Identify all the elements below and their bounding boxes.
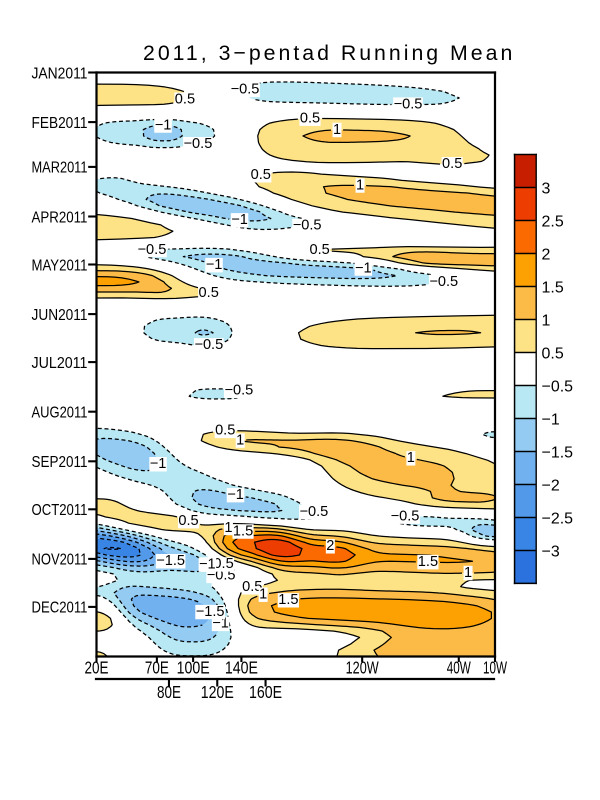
svg-text:1: 1: [236, 432, 244, 448]
svg-text:40W: 40W: [447, 658, 471, 678]
svg-text:0.5: 0.5: [300, 110, 320, 126]
svg-text:APR2011: APR2011: [32, 209, 88, 226]
svg-text:10W: 10W: [483, 658, 507, 678]
svg-text:−1: −1: [155, 117, 172, 133]
svg-text:−0.5: −0.5: [138, 242, 167, 258]
svg-text:−1.5: −1.5: [196, 604, 225, 620]
svg-text:1: 1: [407, 450, 415, 466]
svg-text:0.5: 0.5: [442, 156, 462, 172]
svg-text:0.5: 0.5: [215, 423, 235, 439]
svg-text:−1: −1: [227, 487, 244, 503]
svg-text:1.5: 1.5: [233, 523, 253, 539]
svg-text:3: 3: [542, 180, 551, 197]
svg-text:DEC2011: DEC2011: [32, 600, 88, 617]
svg-text:120E: 120E: [201, 682, 234, 702]
svg-text:−2.5: −2.5: [542, 510, 574, 527]
svg-text:0.5: 0.5: [309, 242, 329, 258]
svg-text:−0.5: −0.5: [394, 96, 423, 112]
svg-text:−1: −1: [199, 556, 216, 572]
svg-text:−1: −1: [542, 411, 560, 428]
svg-text:−0.5: −0.5: [194, 337, 223, 353]
svg-text:2: 2: [542, 246, 551, 263]
svg-text:0.5: 0.5: [242, 579, 262, 595]
svg-text:−0.5: −0.5: [542, 378, 574, 395]
svg-text:0.5: 0.5: [178, 513, 198, 529]
svg-text:−0.5: −0.5: [391, 508, 420, 524]
svg-text:−1: −1: [231, 212, 248, 228]
svg-text:−1.5: −1.5: [542, 444, 574, 461]
svg-text:OCT2011: OCT2011: [32, 502, 88, 519]
svg-text:−1: −1: [206, 257, 223, 273]
svg-text:1: 1: [356, 177, 364, 193]
svg-text:JUN2011: JUN2011: [32, 307, 88, 324]
svg-text:SEP2011: SEP2011: [32, 454, 88, 471]
svg-text:JAN2011: JAN2011: [32, 65, 88, 82]
svg-text:0.5: 0.5: [199, 285, 219, 301]
svg-text:1.5: 1.5: [278, 592, 298, 608]
svg-text:100E: 100E: [177, 658, 210, 678]
svg-text:−2: −2: [542, 477, 560, 494]
svg-text:1: 1: [542, 312, 551, 329]
svg-text:80E: 80E: [157, 682, 181, 702]
svg-text:−1.5: −1.5: [156, 553, 185, 569]
svg-text:1.5: 1.5: [542, 279, 564, 296]
svg-text:−0.5: −0.5: [184, 136, 213, 152]
svg-text:0.5: 0.5: [542, 345, 564, 362]
svg-text:−1: −1: [355, 260, 372, 276]
svg-text:−0.5: −0.5: [231, 82, 260, 98]
svg-text:NOV2011: NOV2011: [32, 552, 88, 569]
svg-text:2: 2: [326, 538, 334, 554]
svg-text:0.5: 0.5: [251, 167, 271, 183]
svg-text:1: 1: [224, 520, 232, 536]
svg-text:−0.5: −0.5: [293, 218, 322, 234]
svg-text:JUL2011: JUL2011: [32, 355, 88, 372]
svg-text:2011, 3−pentad Running Mean: 2011, 3−pentad Running Mean: [143, 41, 515, 65]
svg-text:2.5: 2.5: [542, 213, 564, 230]
svg-text:160E: 160E: [249, 682, 282, 702]
svg-text:1.5: 1.5: [418, 554, 438, 570]
svg-text:140E: 140E: [225, 658, 258, 678]
svg-text:−0.5: −0.5: [299, 504, 328, 520]
svg-text:−1: −1: [212, 616, 229, 632]
svg-text:0.5: 0.5: [175, 91, 195, 107]
svg-text:1: 1: [259, 586, 267, 602]
svg-text:AUG2011: AUG2011: [32, 404, 88, 421]
svg-text:FEB2011: FEB2011: [32, 115, 88, 132]
svg-text:−0.5: −0.5: [429, 274, 458, 290]
svg-text:−0.5: −0.5: [224, 383, 253, 399]
svg-text:1: 1: [464, 565, 472, 581]
svg-text:20E: 20E: [84, 658, 108, 678]
svg-text:70E: 70E: [145, 658, 169, 678]
svg-text:−1: −1: [150, 456, 167, 472]
svg-text:1: 1: [333, 122, 341, 138]
svg-text:120W: 120W: [346, 658, 379, 678]
svg-text:−3: −3: [542, 543, 560, 560]
svg-text:MAY2011: MAY2011: [32, 257, 88, 274]
svg-text:MAR2011: MAR2011: [32, 160, 88, 177]
